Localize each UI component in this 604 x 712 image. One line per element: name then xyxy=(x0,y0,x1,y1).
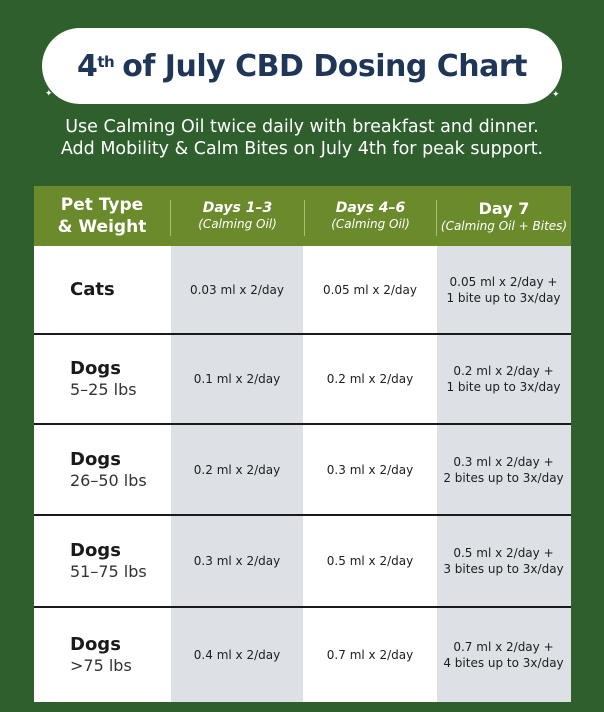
intro-line: Add Mobility & Calm Bites on July 4th fo… xyxy=(60,139,544,159)
title-text: of July CBD Dosing Chart xyxy=(122,48,528,84)
header-divider xyxy=(304,200,305,236)
dose-day-7: 0.3 ml x 2/day + 2 bites up to 3x/day xyxy=(436,425,571,514)
pet-name: Dogs xyxy=(70,448,121,470)
pet-cell: Cats xyxy=(34,246,170,333)
pet-name: Dogs xyxy=(70,540,121,561)
table-row: Dogs >75 lbs 0.4 ml x 2/day 0.7 ml x 2/d… xyxy=(34,608,571,702)
dose-line: 4 bites up to 3x/day xyxy=(443,656,564,670)
dose-line: 2 bites up to 3x/day xyxy=(443,470,564,485)
intro-text: Use Calming Oil twice daily with breakfa… xyxy=(0,116,604,160)
row-divider xyxy=(34,514,571,516)
dose-line: 1 bite up to 3x/day xyxy=(446,290,561,305)
dose-days-1-3: 0.4 ml x 2/day xyxy=(193,648,281,662)
header-pet: Pet Type & Weight xyxy=(34,186,170,246)
dose-line: 0.7 ml x 2/day + xyxy=(453,640,554,654)
pet-name: Dogs xyxy=(70,358,121,379)
dose-line: 3 bites up to 3x/day xyxy=(443,562,564,576)
dose-day-7: 0.05 ml x 2/day + 1 bite up to 3x/day xyxy=(436,246,571,333)
row-divider xyxy=(34,606,571,608)
dose-days-4-6: 0.05 ml x 2/day xyxy=(322,282,418,297)
dose-line: 1 bite up to 3x/day xyxy=(446,380,561,394)
header-divider xyxy=(436,200,437,236)
pet-cell: Dogs 5–25 lbs xyxy=(34,335,170,423)
table-header: Pet Type & Weight Days 1–3 (Calming Oil)… xyxy=(34,186,571,246)
header-days-1-3: Days 1–3 (Calming Oil) xyxy=(171,186,304,246)
header-pet-line: Pet Type xyxy=(60,195,144,215)
pet-cell: Dogs >75 lbs xyxy=(34,608,170,702)
dose-line: 0.5 ml x 2/day + xyxy=(453,546,554,560)
header-title: Days 4–6 xyxy=(335,200,406,216)
pet-weight: 5–25 lbs xyxy=(70,380,137,399)
pet-weight: 26–50 lbs xyxy=(70,470,147,490)
dose-days-4-6: 0.5 ml x 2/day xyxy=(326,554,414,568)
shaded-column xyxy=(170,246,304,702)
column-divider xyxy=(169,246,171,702)
header-subtitle: (Calming Oil) xyxy=(331,217,410,231)
row-divider xyxy=(34,333,571,335)
dose-line: 0.3 ml x 2/day + xyxy=(453,454,554,469)
intro-line: Use Calming Oil twice daily with breakfa… xyxy=(65,117,539,137)
header-subtitle: (Calming Oil) xyxy=(198,217,277,231)
header-divider xyxy=(170,200,171,236)
dose-day-7: 0.7 ml x 2/day + 4 bites up to 3x/day xyxy=(436,608,571,702)
dose-days-1-3: 0.03 ml x 2/day xyxy=(189,282,285,297)
title-number: 4 xyxy=(76,48,98,84)
shaded-column xyxy=(436,246,571,702)
sparkle-icon: ✦ xyxy=(552,90,560,100)
header-subtitle: (Calming Oil + Bites) xyxy=(440,218,568,233)
dose-line: 0.05 ml x 2/day + xyxy=(449,274,558,289)
dose-day-7: 0.5 ml x 2/day + 3 bites up to 3x/day xyxy=(436,516,571,606)
header-title: Day 7 xyxy=(478,198,530,218)
table-row: Dogs 26–50 lbs 0.2 ml x 2/day 0.3 ml x 2… xyxy=(34,425,571,514)
pet-weight: 51–75 lbs xyxy=(70,562,147,581)
column-divider xyxy=(303,246,305,702)
dose-line: 0.2 ml x 2/day + xyxy=(453,364,554,378)
title-superscript: th xyxy=(97,53,115,71)
pet-cell: Dogs 26–50 lbs xyxy=(34,425,170,514)
dose-days-1-3: 0.2 ml x 2/day xyxy=(193,462,281,477)
table-row: Cats 0.03 ml x 2/day 0.05 ml x 2/day 0.0… xyxy=(34,246,571,333)
dosing-table: Pet Type & Weight Days 1–3 (Calming Oil)… xyxy=(34,186,571,702)
dose-days-4-6: 0.7 ml x 2/day xyxy=(326,648,414,662)
dose-days-4-6: 0.3 ml x 2/day xyxy=(326,462,414,477)
pet-name: Cats xyxy=(70,278,115,300)
row-divider xyxy=(34,423,571,425)
header-days-4-6: Days 4–6 (Calming Oil) xyxy=(305,186,436,246)
column-divider xyxy=(435,246,437,702)
sparkle-icon: ✦ xyxy=(45,89,53,99)
table-row: Dogs 51–75 lbs 0.3 ml x 2/day 0.5 ml x 2… xyxy=(34,516,571,606)
dose-days-1-3: 0.1 ml x 2/day xyxy=(193,372,281,386)
header-day-7: Day 7 (Calming Oil + Bites) xyxy=(437,186,571,246)
header-title: Days 1–3 xyxy=(202,200,273,216)
header-pet-line: & Weight xyxy=(57,217,147,237)
pet-name: Dogs xyxy=(70,634,121,655)
pet-weight: >75 lbs xyxy=(70,656,132,675)
pet-cell: Dogs 51–75 lbs xyxy=(34,516,170,606)
dose-days-4-6: 0.2 ml x 2/day xyxy=(326,372,414,386)
table-row: Dogs 5–25 lbs 0.1 ml x 2/day 0.2 ml x 2/… xyxy=(34,335,571,423)
dose-day-7: 0.2 ml x 2/day + 1 bite up to 3x/day xyxy=(436,335,571,423)
dose-days-1-3: 0.3 ml x 2/day xyxy=(193,554,281,568)
